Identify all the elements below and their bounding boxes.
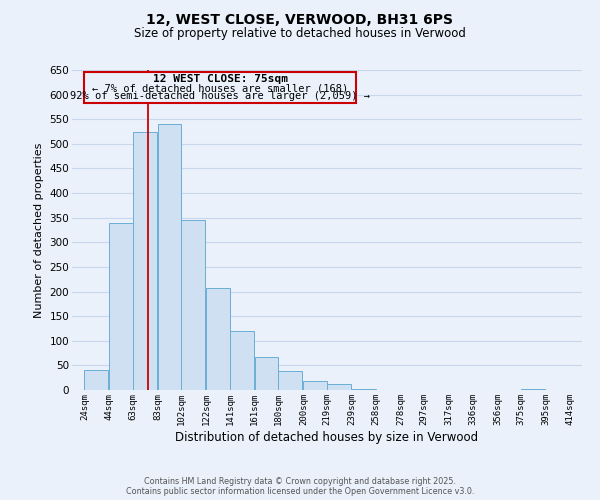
Text: Contains public sector information licensed under the Open Government Licence v3: Contains public sector information licen… [126,486,474,496]
Bar [181,220,205,390]
Bar [327,384,350,390]
Text: 92% of semi-detached houses are larger (2,059) →: 92% of semi-detached houses are larger (… [70,91,370,101]
Bar [158,124,181,390]
Bar [255,357,278,390]
Bar [278,372,302,390]
Bar [206,288,230,390]
Text: 12 WEST CLOSE: 75sqm: 12 WEST CLOSE: 75sqm [152,74,287,85]
Bar [304,381,327,390]
Bar [133,132,157,390]
X-axis label: Distribution of detached houses by size in Verwood: Distribution of detached houses by size … [175,430,479,444]
Y-axis label: Number of detached properties: Number of detached properties [34,142,44,318]
Bar [230,331,254,390]
Bar [109,222,133,390]
Bar [521,388,545,390]
Text: 12, WEST CLOSE, VERWOOD, BH31 6PS: 12, WEST CLOSE, VERWOOD, BH31 6PS [146,12,454,26]
Bar [352,388,376,390]
Bar [85,370,108,390]
Text: ← 7% of detached houses are smaller (168): ← 7% of detached houses are smaller (168… [92,84,348,94]
FancyBboxPatch shape [85,72,356,104]
Text: Contains HM Land Registry data © Crown copyright and database right 2025.: Contains HM Land Registry data © Crown c… [144,476,456,486]
Text: Size of property relative to detached houses in Verwood: Size of property relative to detached ho… [134,28,466,40]
